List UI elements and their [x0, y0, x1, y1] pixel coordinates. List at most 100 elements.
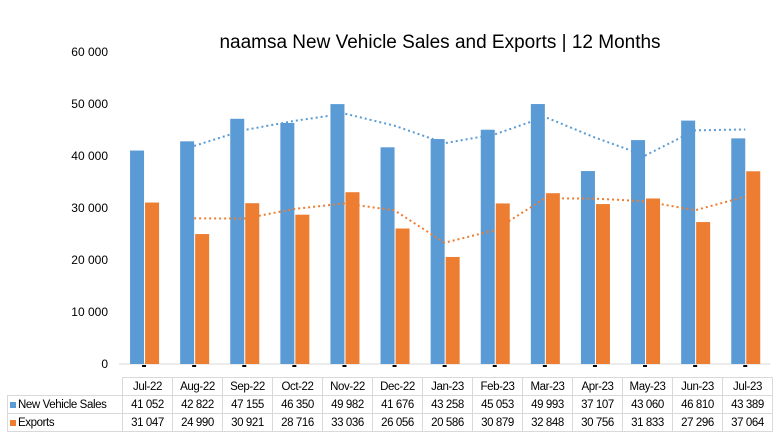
category-label: Apr-23 [572, 377, 623, 396]
bar-exports [746, 171, 761, 364]
x-tick-mark [743, 365, 748, 367]
data-label: 46 810 [672, 395, 723, 414]
y-tick-label: 10 000 [71, 305, 108, 319]
y-tick-label: 30 000 [71, 201, 108, 215]
x-tick-mark [542, 365, 547, 367]
category-label: Sep-22 [222, 377, 273, 396]
bar-sales [180, 141, 195, 364]
x-tick-mark [192, 365, 197, 367]
table-header-row: Jul-22 Aug-22 Sep-22 Oct-22 Nov-22 Dec-22 Jan-… [8, 377, 773, 396]
data-label: 43 258 [422, 395, 473, 414]
x-tick-mark [592, 365, 597, 367]
category-label: Jun-23 [672, 377, 723, 396]
data-label: 26 056 [372, 413, 423, 432]
bar-sales [681, 120, 696, 364]
category-label: Mar-23 [522, 377, 573, 396]
data-label: 41 676 [372, 395, 423, 414]
data-label: 32 848 [522, 413, 573, 432]
legend-entry: New Vehicle Sales [7, 395, 123, 414]
x-tick-mark [242, 365, 247, 367]
bar-sales [631, 140, 646, 364]
bar-sales [731, 138, 746, 364]
y-tick-label: 40 000 [71, 149, 108, 163]
y-tick-label: 50 000 [71, 97, 108, 111]
x-tick-mark [142, 365, 147, 367]
data-label: 46 350 [272, 395, 323, 414]
data-label: 31 833 [622, 413, 673, 432]
data-label: 30 879 [472, 413, 523, 432]
x-tick-mark [292, 365, 297, 367]
data-label: 49 993 [522, 395, 573, 414]
trendline-sales [193, 112, 746, 157]
bar-sales [230, 118, 245, 364]
category-label: May-23 [622, 377, 673, 396]
x-tick-mark [342, 365, 347, 367]
bar-sales [130, 150, 145, 364]
data-table: Jul-22 Aug-22 Sep-22 Oct-22 Nov-22 Dec-22 Jan-… [7, 377, 773, 432]
bar-sales [530, 104, 545, 364]
x-tick-mark [643, 365, 648, 367]
data-label: 24 990 [172, 413, 223, 432]
x-tick-mark [442, 365, 447, 367]
data-label: 37 107 [572, 395, 623, 414]
legend-swatch [10, 419, 16, 426]
bar-exports [395, 228, 410, 364]
data-label: 49 982 [322, 395, 373, 414]
table-row: Exports 31 047 24 990 30 921 28 716 33 036 26 … [7, 413, 773, 432]
bar-sales [380, 147, 395, 364]
bar-exports [595, 204, 610, 364]
y-tick-label: 60 000 [71, 45, 108, 59]
table-row: New Vehicle Sales 41 052 42 822 47 155 46 35… [7, 395, 773, 414]
trendline-exports [194, 195, 746, 244]
data-label: 30 756 [572, 413, 623, 432]
legend-label: New Vehicle Sales [18, 398, 107, 411]
data-label: 47 155 [222, 395, 273, 414]
bar-sales [330, 104, 345, 364]
data-label: 41 052 [122, 395, 173, 414]
bar-exports [345, 192, 360, 364]
category-label: Jan-23 [422, 377, 473, 396]
bar-exports [145, 202, 160, 364]
category-label: Dec-22 [372, 377, 423, 396]
bar-exports [195, 234, 210, 364]
category-label: Aug-22 [172, 377, 223, 396]
bar-sales [580, 171, 595, 364]
data-label: 43 389 [722, 395, 773, 414]
legend-swatch [10, 401, 16, 408]
category-label: Jul-22 [122, 377, 173, 396]
data-label: 43 060 [622, 395, 673, 414]
y-tick-label: 0 [101, 357, 108, 371]
bar-exports [445, 256, 460, 364]
bar-exports [295, 214, 310, 364]
legend-entry: Exports [7, 413, 123, 432]
data-label: 37 064 [722, 413, 773, 432]
bar-exports [545, 193, 560, 364]
bar-exports [245, 203, 260, 364]
category-label: Jul-23 [722, 377, 773, 396]
x-tick-mark [392, 365, 397, 367]
bar-sales [430, 139, 445, 364]
data-label: 27 296 [672, 413, 723, 432]
data-label: 20 586 [422, 413, 473, 432]
data-label: 31 047 [122, 413, 173, 432]
x-tick-mark [693, 365, 698, 367]
bar-sales [480, 129, 495, 364]
x-tick-mark [492, 365, 497, 367]
category-label: Feb-23 [472, 377, 523, 396]
legend-label: Exports [18, 416, 55, 429]
bar-exports [495, 203, 510, 364]
bar-exports [646, 198, 661, 364]
category-label: Nov-22 [322, 377, 373, 396]
data-label: 28 716 [272, 413, 323, 432]
data-label: 30 921 [222, 413, 273, 432]
chart-title: naamsa New Vehicle Sales and Exports | 1… [219, 32, 660, 53]
bar-sales [280, 122, 295, 364]
category-label: Oct-22 [272, 377, 323, 396]
y-tick-label: 20 000 [71, 253, 108, 267]
data-label: 45 053 [472, 395, 523, 414]
data-label: 33 036 [322, 413, 373, 432]
bar-exports [696, 222, 711, 364]
data-label: 42 822 [172, 395, 223, 414]
